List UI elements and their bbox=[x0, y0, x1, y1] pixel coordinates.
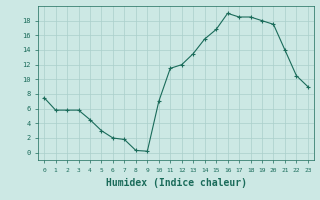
X-axis label: Humidex (Indice chaleur): Humidex (Indice chaleur) bbox=[106, 178, 246, 188]
